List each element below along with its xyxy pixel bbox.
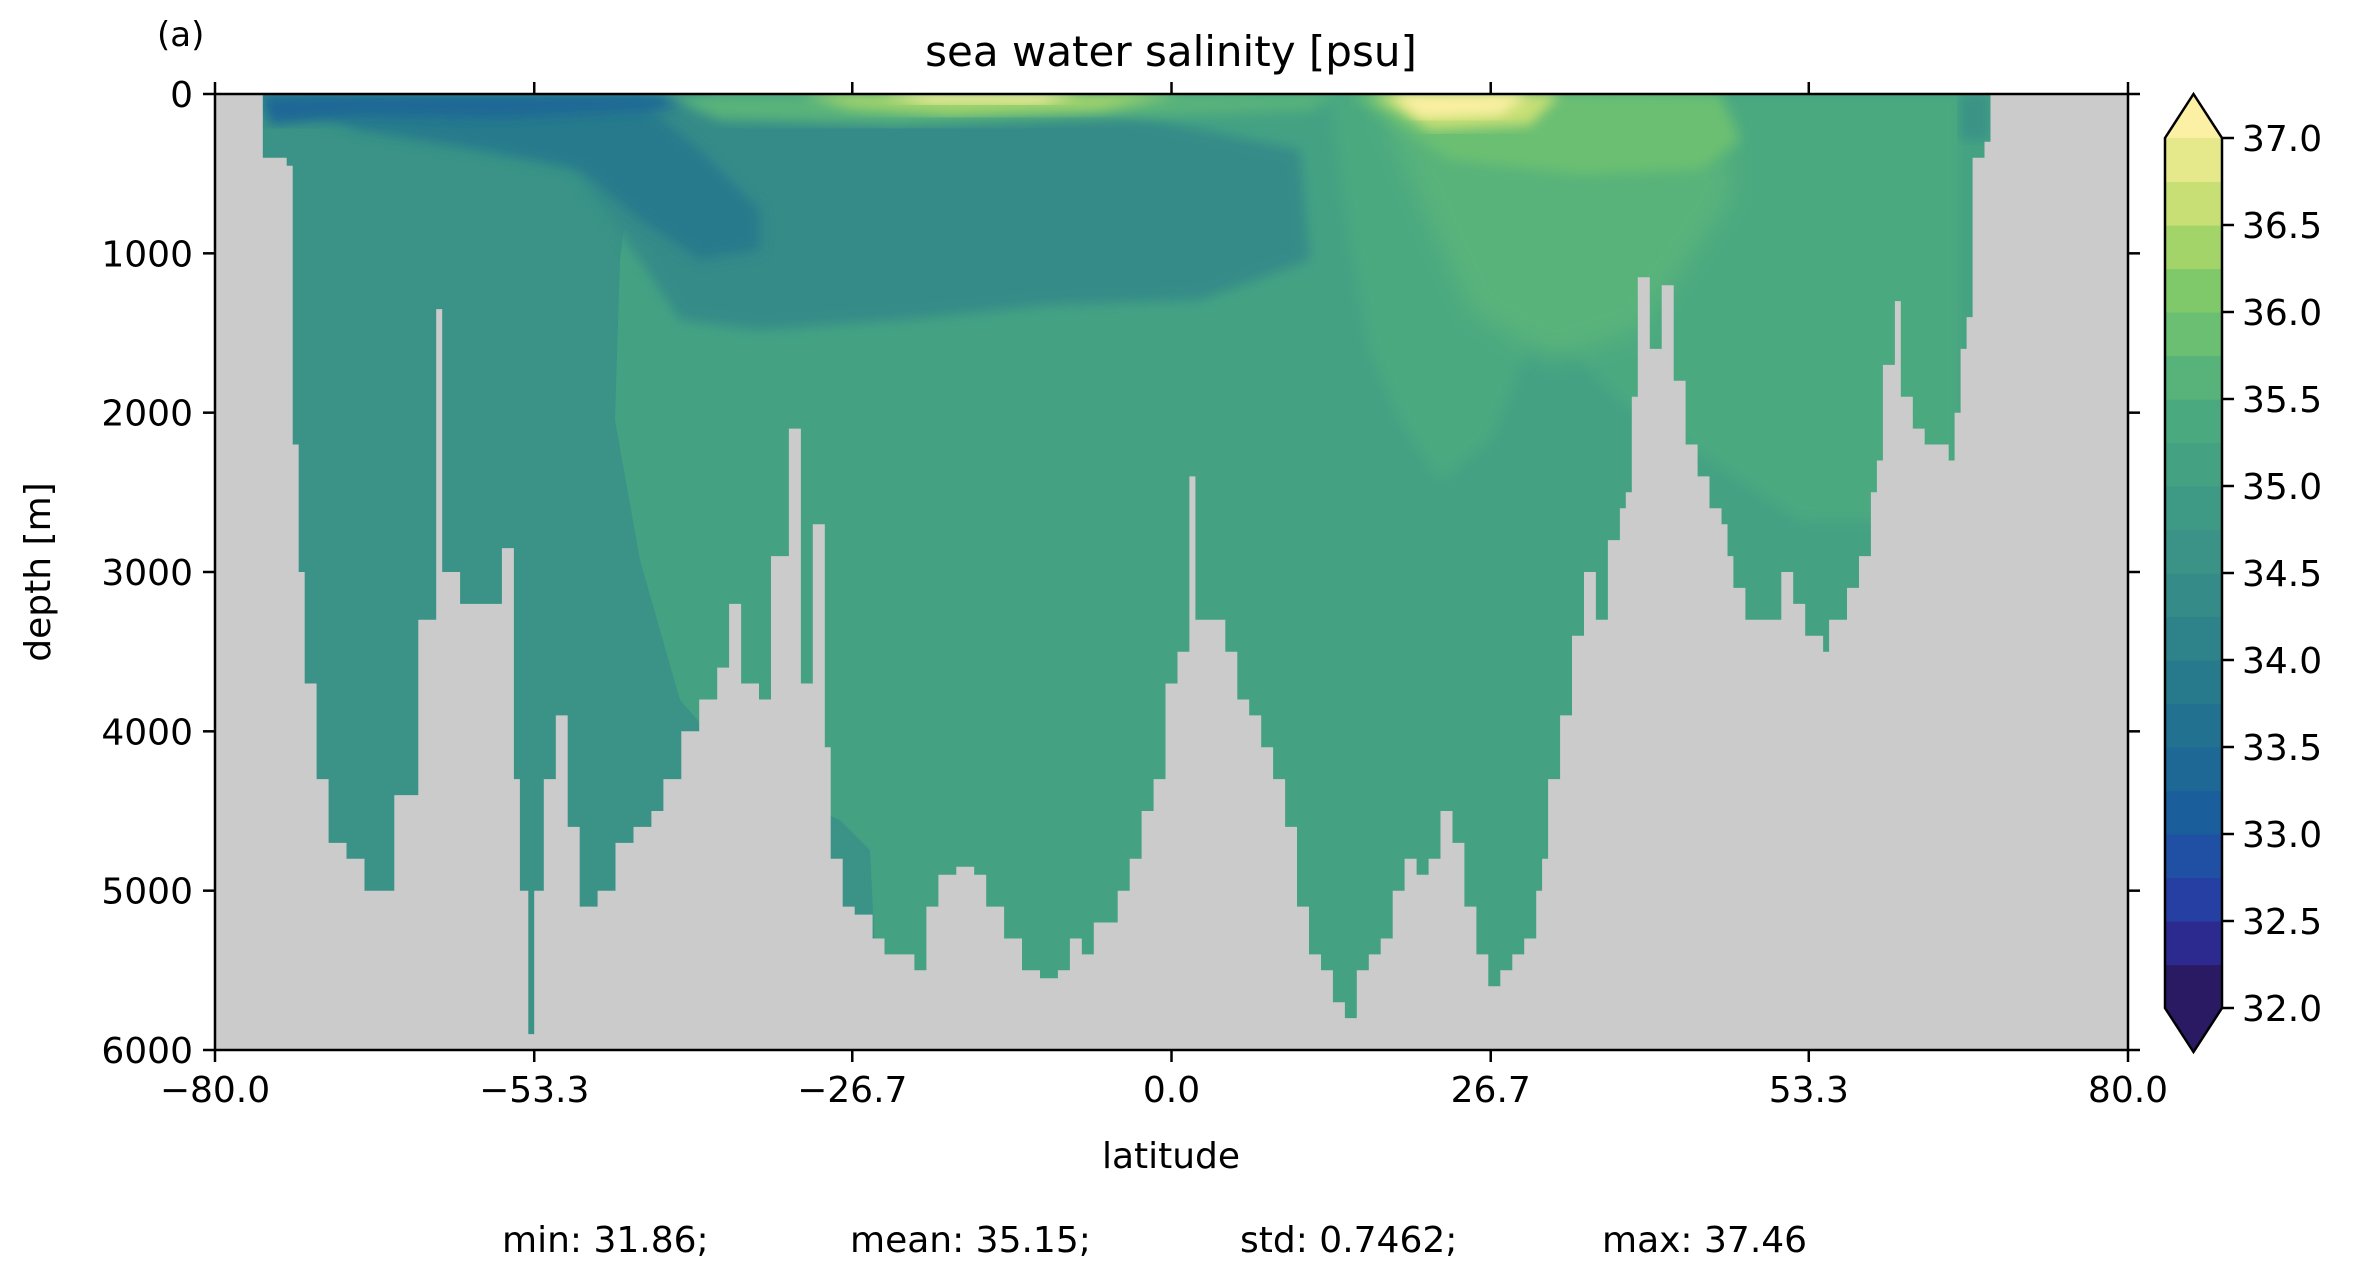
y-axis: 0 1000 2000 3000 4000 5000 6000 bbox=[101, 75, 2140, 1072]
colorbar-segment bbox=[2165, 529, 2222, 574]
x-tick-label: 26.7 bbox=[1451, 1070, 1531, 1111]
y-tick-label: 2000 bbox=[101, 394, 193, 435]
colorbar-segment bbox=[2165, 877, 2222, 922]
colorbar-segment bbox=[2165, 355, 2222, 400]
colorbar-segment bbox=[2165, 616, 2222, 661]
y-tick-label: 1000 bbox=[101, 234, 193, 275]
y-tick-label: 5000 bbox=[101, 872, 193, 913]
colorbar-tick-label: 33.5 bbox=[2242, 728, 2322, 769]
stat-max: max: 37.46 bbox=[1602, 1220, 1807, 1261]
antarctic-intermediate-water bbox=[260, 100, 1310, 330]
stat-min: min: 31.86; bbox=[502, 1220, 709, 1261]
colorbar-tick-label: 35.0 bbox=[2242, 467, 2322, 508]
stat-mean: mean: 35.15; bbox=[850, 1220, 1091, 1261]
low-salinity-core bbox=[290, 100, 760, 260]
x-axis: −80.0 −53.3 −26.7 0.0 26.7 53.3 80.0 bbox=[160, 82, 2168, 1111]
y-tick-label: 0 bbox=[170, 75, 193, 116]
colorbar-tick-label: 32.5 bbox=[2242, 902, 2322, 943]
colorbar-segment bbox=[2165, 312, 2222, 357]
colorbar-tick-label: 34.0 bbox=[2242, 641, 2322, 682]
stats-line: min: 31.86; mean: 35.15; std: 0.7462; ma… bbox=[502, 1220, 1807, 1261]
colorbar-tick-label: 34.5 bbox=[2242, 554, 2322, 595]
colorbar-segment bbox=[2165, 181, 2222, 226]
surface-fresh-layer bbox=[260, 94, 720, 125]
colorbar-tick-label: 32.0 bbox=[2242, 989, 2322, 1030]
colorbar-tick-label: 37.0 bbox=[2242, 119, 2322, 160]
colorbar-extend-min bbox=[2165, 1008, 2222, 1052]
colorbar-tick-label: 36.0 bbox=[2242, 293, 2322, 334]
x-tick-label: 53.3 bbox=[1769, 1070, 1849, 1111]
colorbar-segment bbox=[2165, 399, 2222, 444]
x-tick-label: −26.7 bbox=[797, 1070, 907, 1111]
x-axis-label: latitude bbox=[1102, 1136, 1240, 1177]
north-atlantic-peak bbox=[1390, 94, 1530, 118]
subpolar-surface-north bbox=[1960, 94, 1990, 140]
south-atlantic-max bbox=[800, 94, 1180, 115]
chart-title: sea water salinity [psu] bbox=[925, 27, 1417, 76]
colorbar: 32.0 32.5 33.0 33.5 34.0 34.5 35.0 35.5 36.0 36.5… bbox=[2163, 91, 2322, 1055]
stat-std: std: 0.7462; bbox=[1240, 1220, 1457, 1261]
x-tick-label: −80.0 bbox=[160, 1070, 270, 1111]
x-tick-label: 80.0 bbox=[2088, 1070, 2168, 1111]
colorbar-tick-label: 36.5 bbox=[2242, 206, 2322, 247]
colorbar-segment bbox=[2165, 138, 2222, 183]
colorbar-segment bbox=[2165, 747, 2222, 792]
colorbar-segment bbox=[2165, 964, 2222, 1009]
x-tick-label: −53.3 bbox=[479, 1070, 589, 1111]
bathymetry-mask bbox=[215, 94, 2128, 1050]
colorbar-segment bbox=[2165, 486, 2222, 531]
x-tick-label: 0.0 bbox=[1143, 1070, 1200, 1111]
colorbar-segment bbox=[2165, 660, 2222, 705]
colorbar-segment bbox=[2165, 703, 2222, 748]
colorbar-segment bbox=[2165, 442, 2222, 487]
y-tick-label: 3000 bbox=[101, 553, 193, 594]
colorbar-segment bbox=[2165, 834, 2222, 879]
colorbar-tick-label: 35.5 bbox=[2242, 380, 2322, 421]
plot-area bbox=[215, 94, 2128, 1050]
south-atlantic-peak bbox=[880, 94, 1080, 104]
colorbar-tick-label: 33.0 bbox=[2242, 815, 2322, 856]
y-tick-label: 4000 bbox=[101, 712, 193, 753]
y-axis-label: depth [m] bbox=[18, 482, 59, 661]
y-tick-label: 6000 bbox=[101, 1031, 193, 1072]
colorbar-segment bbox=[2165, 225, 2222, 270]
colorbar-segment bbox=[2165, 573, 2222, 618]
colorbar-extend-max bbox=[2165, 94, 2222, 138]
panel-label: (a) bbox=[157, 15, 204, 55]
colorbar-segment bbox=[2165, 921, 2222, 966]
colorbar-segment bbox=[2165, 790, 2222, 835]
colorbar-segment bbox=[2165, 268, 2222, 313]
